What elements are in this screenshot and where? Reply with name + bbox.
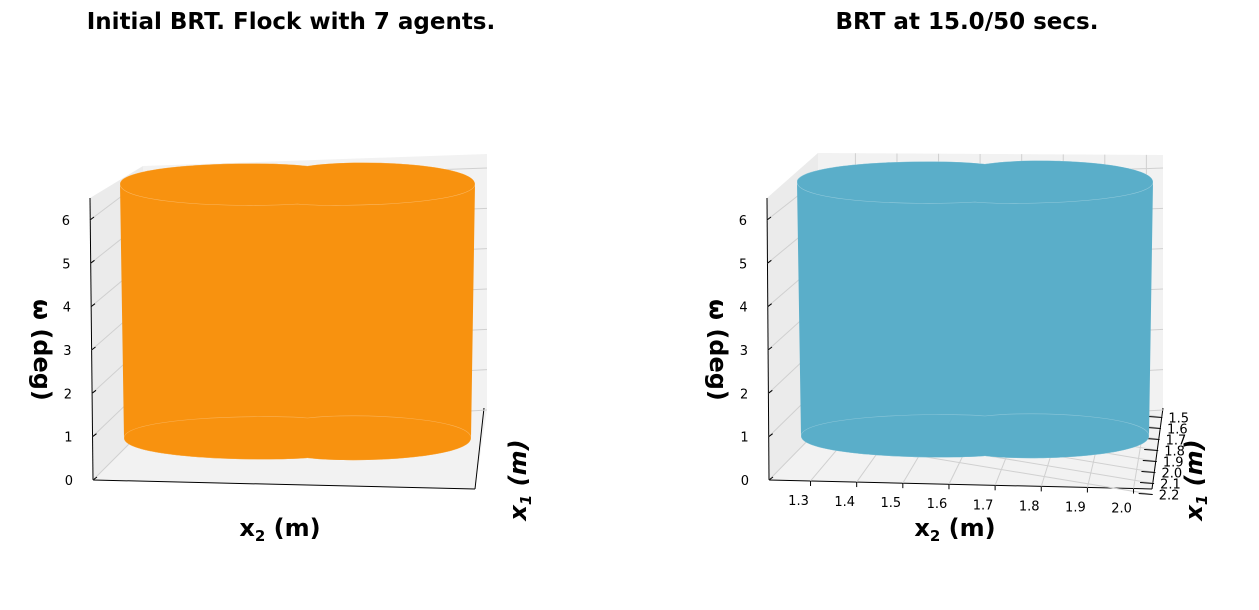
z-tick-label: 0 <box>741 474 749 489</box>
brt-surface-top-left <box>119 162 476 206</box>
z-tick-mark <box>767 303 772 308</box>
x-tick-label: 2.0 <box>1111 502 1132 517</box>
z-tick-label: 4 <box>63 301 71 316</box>
y-tick-mark <box>1138 493 1153 495</box>
z-ticks-left: 0 1 2 3 4 5 6 <box>62 214 98 489</box>
y-tick-label: 1.8 <box>1164 445 1185 460</box>
y-axis-label-right: x1 (m) <box>1180 439 1211 521</box>
z-tick-mark <box>92 476 98 481</box>
brt-surface-right <box>797 160 1153 459</box>
z-tick-label: 6 <box>739 214 747 229</box>
z-tick-label: 2 <box>740 387 748 402</box>
y-axis-line-left <box>474 407 485 490</box>
z-tick-label: 5 <box>739 257 747 272</box>
y-axis-label-left: x1 (m) <box>504 439 535 521</box>
y-tick-mark <box>1140 482 1155 484</box>
z-axis-label-right: ω (deg) <box>704 299 732 401</box>
y-tick-label: 2.0 <box>1161 467 1182 482</box>
z-tick-label: 5 <box>62 257 70 272</box>
x-axis-line-right <box>768 479 1153 490</box>
y-tick-label: 1.9 <box>1163 456 1184 471</box>
brt-surface-left <box>120 162 475 461</box>
z-tick-mark <box>767 259 772 264</box>
y-tick-label: 2.2 <box>1159 489 1180 504</box>
z-axis-line-left <box>89 197 94 481</box>
z-tick-mark <box>92 433 97 438</box>
x-tick-label: 1.6 <box>927 497 948 512</box>
x-tick-label: 1.4 <box>834 495 855 510</box>
x-tick-label: 1.5 <box>880 496 901 511</box>
y-tick-mark <box>1146 427 1161 429</box>
z-tick-label: 1 <box>64 431 72 446</box>
brt-surface-bottom-right <box>800 413 1150 459</box>
chart-title-left: Initial BRT. Flock with 7 agents. <box>87 9 496 35</box>
z-tick-mark <box>90 259 95 264</box>
z-tick-label: 3 <box>740 344 748 359</box>
x-axis-label-right: x2 (m) <box>914 514 995 545</box>
z-tick-label: 3 <box>63 344 71 359</box>
x-axis-label-left: x2 (m) <box>239 514 320 545</box>
z-tick-mark <box>91 389 97 394</box>
y-tick-mark <box>1144 449 1159 451</box>
chart-title-right: BRT at 15.0/50 secs. <box>836 9 1099 35</box>
z-tick-mark <box>91 346 96 351</box>
z-axis-label-left: ω (deg) <box>28 299 56 401</box>
z-tick-mark <box>767 346 773 351</box>
z-tick-label: 6 <box>62 214 70 229</box>
z-tick-mark <box>89 216 95 221</box>
y-tick-label: 1.7 <box>1166 434 1187 449</box>
z-tick-label: 4 <box>739 301 747 316</box>
z-tick-label: 0 <box>65 474 73 489</box>
z-tick-mark <box>766 216 772 221</box>
z-tick-label: 1 <box>740 431 748 446</box>
y-tick-mark <box>1141 471 1156 473</box>
y-tick-mark <box>1142 460 1157 462</box>
z-tick-mark <box>768 389 773 394</box>
z-tick-mark <box>768 476 774 481</box>
plot-left: Initial BRT. Flock with 7 agents. 0 1 2 3 4 5… <box>28 9 535 545</box>
y-axis-line-right <box>1151 407 1164 490</box>
x-axis-line-left <box>92 479 476 490</box>
brt-surface-top-right <box>796 160 1154 204</box>
z-tick-mark <box>768 433 773 438</box>
z-tick-mark <box>90 303 96 308</box>
x-tick-label: 1.7 <box>973 498 994 513</box>
x-tick-label: 1.9 <box>1065 500 1086 515</box>
y-tick-label: 2.1 <box>1160 478 1181 493</box>
x-tick-label: 1.3 <box>788 494 809 509</box>
y-tick-label: 1.5 <box>1168 412 1189 427</box>
z-tick-label: 2 <box>64 387 72 402</box>
y-tick-label: 1.6 <box>1167 423 1188 438</box>
y-tick-mark <box>1148 416 1163 418</box>
z-axis-line-right <box>766 197 770 481</box>
brt-surface-bottom-left <box>123 415 472 461</box>
x-tick-label: 1.8 <box>1019 499 1040 514</box>
